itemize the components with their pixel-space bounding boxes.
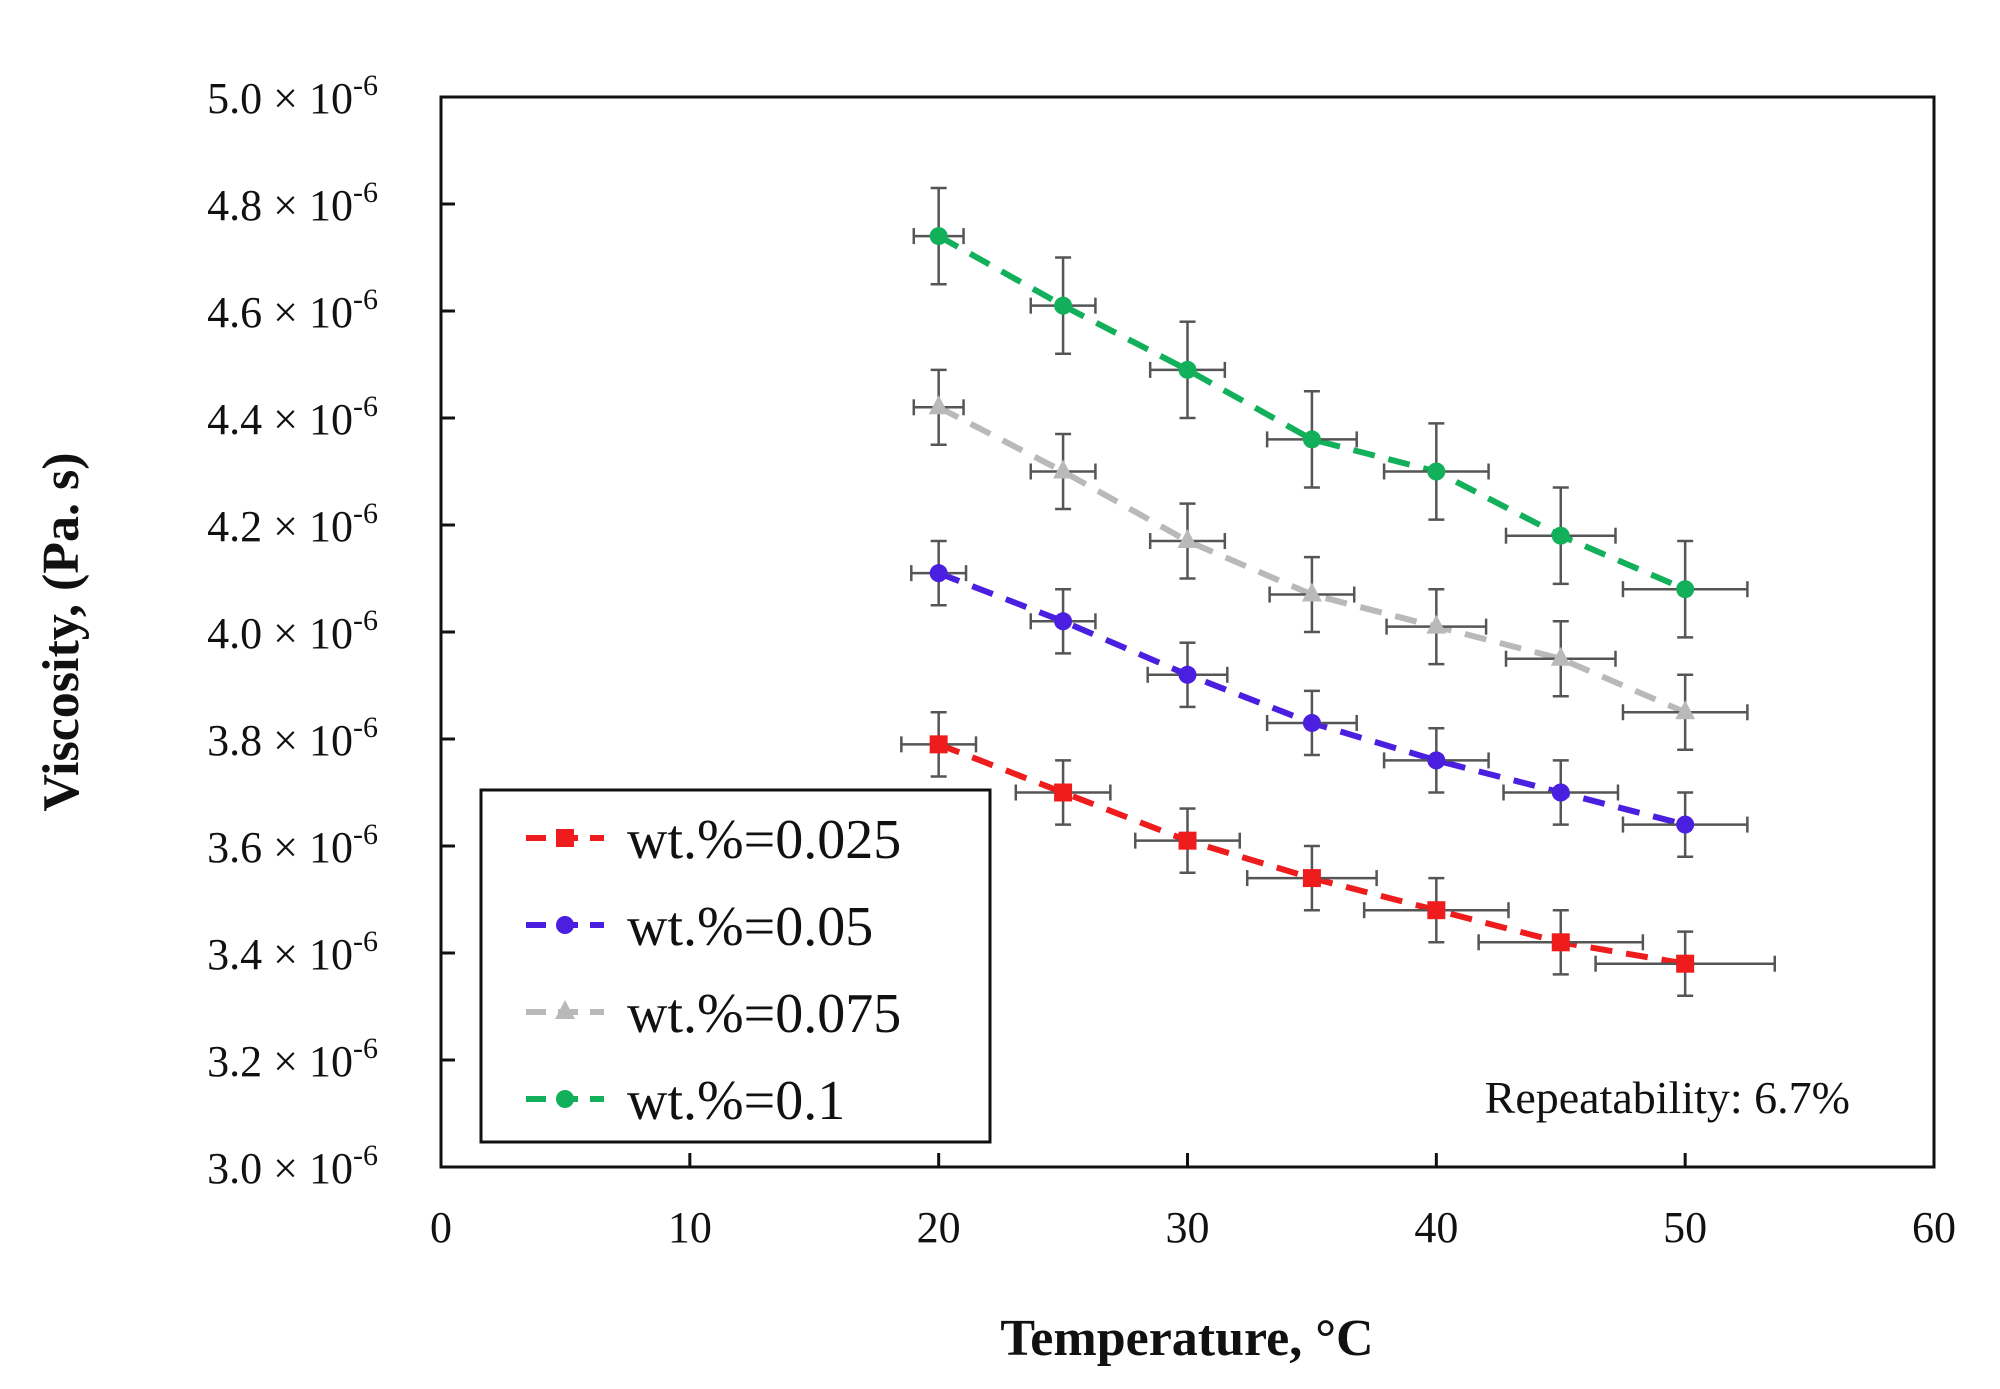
data-point [1427,901,1446,920]
data-point [1676,580,1695,599]
legend-swatch-marker [556,1090,574,1108]
data-point [1178,665,1197,684]
y-tick-label: 4.2 × 10-6 [207,497,378,551]
data-point [1676,954,1695,973]
data-point [1054,783,1073,802]
series-wt.%=0.05 [910,539,1749,858]
series-wt.%=0.075 [912,368,1749,751]
legend-swatch-marker [555,1000,575,1019]
y-tick-label: 4.0 × 10-6 [207,604,378,658]
data-point [929,735,948,754]
data-point [1675,700,1696,720]
data-point [1427,462,1446,481]
x-axis-title: Temperature, °C [1000,1310,1373,1367]
legend-swatch-marker [556,829,574,847]
legend-box [479,788,992,1144]
y-tick-label: 3.2 × 10-6 [207,1032,378,1086]
x-tick-label: 10 [668,1203,712,1252]
data-point [1053,459,1074,479]
data-point [1178,831,1197,850]
y-tick-label: 4.6 × 10-6 [207,283,378,337]
x-tick-label: 30 [1166,1203,1210,1252]
data-point [1302,869,1321,888]
y-tick-label: 4.4 × 10-6 [207,390,378,444]
legend-label: wt.%=0.025 [627,809,901,871]
axis-ticks: 0 10 20 30 40 50 60 3.0 × 10-6 3.2 × 10-6 3.4 × 1… [207,69,1956,1252]
data-point [1054,612,1073,631]
y-tick-label: 5.0 × 10-6 [207,69,378,123]
data-point [1302,713,1321,732]
legend-label: wt.%=0.075 [627,983,901,1045]
data-point [1178,360,1197,379]
data-point [929,227,948,246]
legend: wt.%=0.025 wt.%=0.05 wt.%=0.075 wt.%=0.1 [479,788,992,1144]
x-tick-label: 60 [1912,1203,1956,1252]
data-point [1177,529,1198,549]
x-tick-label: 50 [1663,1203,1707,1252]
y-tick-label: 3.4 × 10-6 [207,925,378,979]
data-point [1302,430,1321,449]
x-tick-label: 20 [917,1203,961,1252]
data-point [1426,614,1447,634]
legend-swatch-marker [556,916,574,934]
data-point [1427,751,1446,770]
data-point [1676,815,1695,834]
legend-label: wt.%=0.05 [627,896,873,958]
data-point [1551,783,1570,802]
legend-item: wt.%=0.05 [526,896,873,958]
data-series [900,186,1776,998]
legend-item: wt.%=0.1 [526,1070,845,1132]
repeatability-annotation: Repeatability: 6.7% [1485,1072,1850,1123]
data-point [929,564,948,583]
y-axis-title: Viscosity, (Pa. s) [33,452,90,811]
data-point [928,395,949,415]
y-tick-label: 3.6 × 10-6 [207,818,378,872]
series-wt.%=0.1 [912,186,1749,639]
y-tick-label: 3.8 × 10-6 [207,711,378,765]
legend-item: wt.%=0.025 [526,809,901,871]
data-point [1550,646,1571,666]
x-tick-label: 0 [430,1203,452,1252]
data-point [1551,526,1570,545]
legend-item: wt.%=0.075 [526,983,901,1045]
data-point [1054,296,1073,315]
error-bar [1029,587,1097,655]
y-tick-label: 4.8 × 10-6 [207,176,378,230]
legend-label: wt.%=0.1 [627,1070,845,1132]
series-wt.%=0.025 [900,711,1776,998]
x-tick-label: 40 [1414,1203,1458,1252]
data-point [1301,582,1322,602]
data-point [1551,933,1570,952]
y-tick-label: 3.0 × 10-6 [207,1139,378,1193]
